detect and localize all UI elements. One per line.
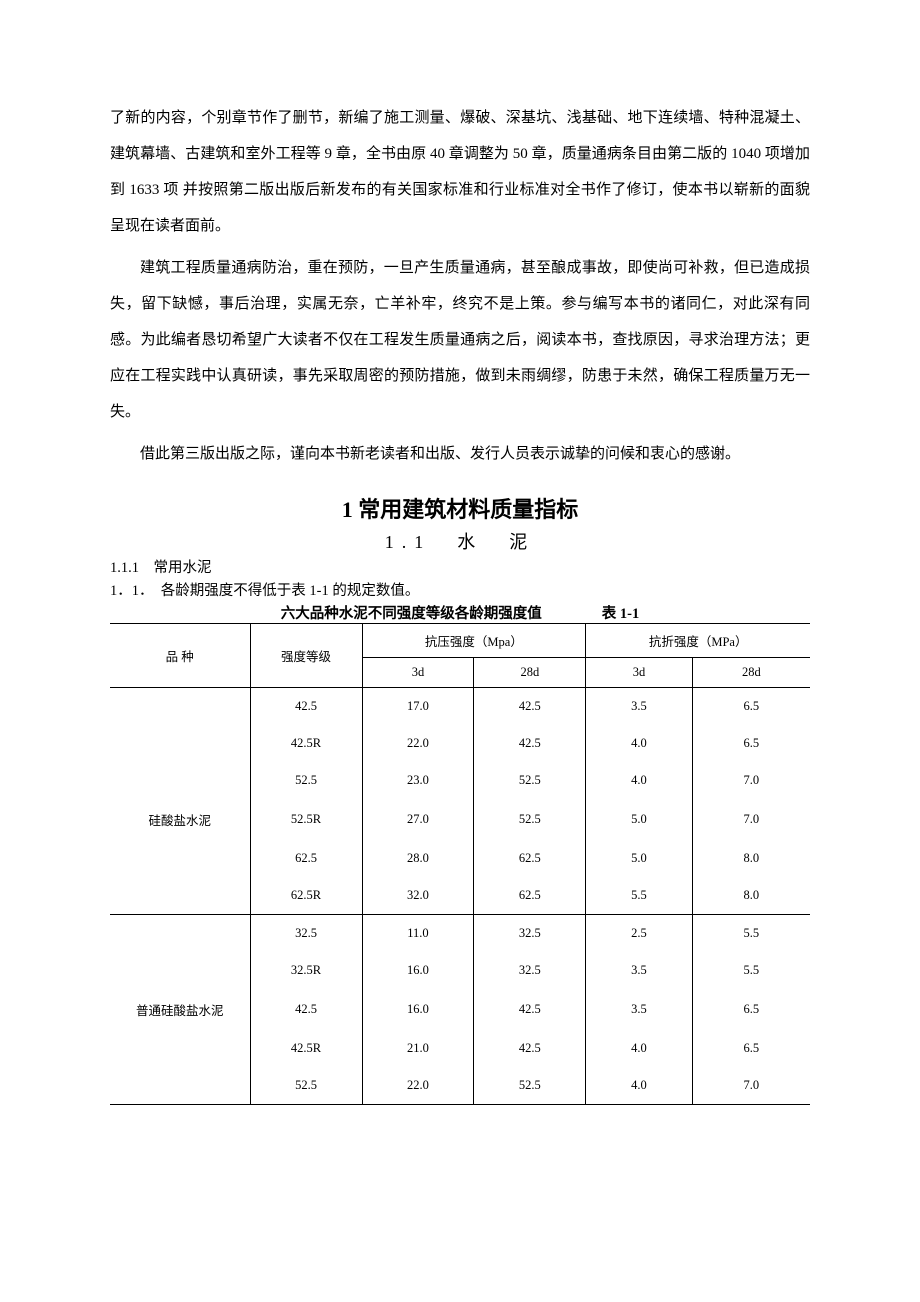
th-comp-3d: 3d [362, 658, 474, 688]
cell-variety [110, 1030, 250, 1067]
cell-value: 4.0 [586, 725, 692, 762]
th-flex-3d: 3d [586, 658, 692, 688]
cell-value: 16.0 [362, 952, 474, 989]
body-paragraph-1: 了新的内容，个别章节作了删节，新编了施工测量、爆破、深基坑、浅基础、地下连续墙、… [110, 100, 810, 244]
table-row: 普通硅酸盐水泥42.516.042.53.56.5 [110, 989, 810, 1030]
th-comp-28d: 28d [474, 658, 586, 688]
cell-variety: 硅酸盐水泥 [110, 799, 250, 840]
strength-table: 品 种 强度等级 抗压强度（Mpa） 抗折强度（MPa） 3d 28d 3d 2… [110, 623, 810, 1105]
cell-variety [110, 840, 250, 877]
cell-value: 42.5 [250, 688, 362, 726]
cell-value: 22.0 [362, 725, 474, 762]
table-label: 表 1-1 [602, 602, 639, 623]
cell-variety [110, 762, 250, 799]
cell-value: 62.5 [474, 840, 586, 877]
table-row: 硅酸盐水泥52.5R27.052.55.07.0 [110, 799, 810, 840]
cell-value: 32.5 [250, 915, 362, 953]
table-row: 42.5R21.042.54.06.5 [110, 1030, 810, 1067]
cell-value: 8.0 [692, 877, 810, 915]
table-row: 42.5R22.042.54.06.5 [110, 725, 810, 762]
cell-value: 42.5R [250, 1030, 362, 1067]
cell-variety: 普通硅酸盐水泥 [110, 989, 250, 1030]
cell-value: 62.5R [250, 877, 362, 915]
cell-value: 3.5 [586, 989, 692, 1030]
cell-variety [110, 915, 250, 953]
cell-value: 42.5 [474, 1030, 586, 1067]
body-paragraph-3: 借此第三版出版之际，谨向本书新老读者和出版、发行人员表示诚挚的问候和衷心的感谢。 [110, 436, 810, 472]
th-flex-28d: 28d [692, 658, 810, 688]
cell-value: 5.0 [586, 799, 692, 840]
cell-value: 52.5 [474, 1067, 586, 1105]
cell-value: 32.5 [474, 915, 586, 953]
cell-value: 5.5 [692, 952, 810, 989]
table-row: 52.523.052.54.07.0 [110, 762, 810, 799]
cell-value: 6.5 [692, 989, 810, 1030]
cell-value: 32.5 [474, 952, 586, 989]
table-caption: 六大品种水泥不同强度等级各龄期强度值 [281, 602, 542, 623]
cell-value: 32.5R [250, 952, 362, 989]
cell-value: 11.0 [362, 915, 474, 953]
cell-variety [110, 688, 250, 726]
cell-value: 7.0 [692, 1067, 810, 1105]
cell-value: 52.5 [250, 762, 362, 799]
th-flexural: 抗折强度（MPa） [586, 624, 810, 658]
cell-value: 22.0 [362, 1067, 474, 1105]
item-text: 1．1． 各龄期强度不得低于表 1-1 的规定数值。 [110, 579, 810, 600]
cell-value: 17.0 [362, 688, 474, 726]
cell-value: 23.0 [362, 762, 474, 799]
table-row: 32.511.032.52.55.5 [110, 915, 810, 953]
cell-value: 4.0 [586, 1067, 692, 1105]
cell-value: 42.5 [474, 989, 586, 1030]
cell-value: 4.0 [586, 1030, 692, 1067]
cell-value: 42.5 [474, 725, 586, 762]
table-body: 42.517.042.53.56.542.5R22.042.54.06.552.… [110, 688, 810, 1105]
table-row: 62.528.062.55.08.0 [110, 840, 810, 877]
section-heading: 1.1 水 泥 [110, 528, 810, 554]
cell-value: 52.5 [474, 762, 586, 799]
cell-value: 7.0 [692, 799, 810, 840]
chapter-heading: 1 常用建筑材料质量指标 [110, 492, 810, 524]
table-row: 62.5R32.062.55.58.0 [110, 877, 810, 915]
cell-value: 6.5 [692, 688, 810, 726]
cell-value: 62.5 [250, 840, 362, 877]
cell-value: 21.0 [362, 1030, 474, 1067]
cell-variety [110, 1067, 250, 1105]
cell-value: 42.5 [474, 688, 586, 726]
cell-value: 62.5 [474, 877, 586, 915]
cell-value: 3.5 [586, 688, 692, 726]
table-row: 52.522.052.54.07.0 [110, 1067, 810, 1105]
cell-value: 32.0 [362, 877, 474, 915]
cell-value: 16.0 [362, 989, 474, 1030]
th-grade: 强度等级 [250, 624, 362, 688]
cell-value: 42.5R [250, 725, 362, 762]
cell-value: 2.5 [586, 915, 692, 953]
cell-value: 6.5 [692, 1030, 810, 1067]
cell-value: 42.5 [250, 989, 362, 1030]
cell-variety [110, 877, 250, 915]
cell-value: 8.0 [692, 840, 810, 877]
cell-value: 52.5 [250, 1067, 362, 1105]
cell-value: 52.5R [250, 799, 362, 840]
table-row: 42.517.042.53.56.5 [110, 688, 810, 726]
cell-variety [110, 952, 250, 989]
cell-value: 5.5 [586, 877, 692, 915]
cell-value: 5.5 [692, 915, 810, 953]
cell-value: 27.0 [362, 799, 474, 840]
th-variety: 品 种 [110, 624, 250, 688]
cell-value: 6.5 [692, 725, 810, 762]
table-row: 32.5R16.032.53.55.5 [110, 952, 810, 989]
cell-value: 52.5 [474, 799, 586, 840]
table-caption-row: 六大品种水泥不同强度等级各龄期强度值 表 1-1 [110, 602, 810, 623]
cell-value: 7.0 [692, 762, 810, 799]
cell-value: 28.0 [362, 840, 474, 877]
cell-value: 3.5 [586, 952, 692, 989]
cell-value: 4.0 [586, 762, 692, 799]
th-compressive: 抗压强度（Mpa） [362, 624, 586, 658]
body-paragraph-2: 建筑工程质量通病防治，重在预防，一旦产生质量通病，甚至酿成事故，即使尚可补救，但… [110, 250, 810, 430]
cell-variety [110, 725, 250, 762]
cell-value: 5.0 [586, 840, 692, 877]
subsection-heading: 1.1.1 常用水泥 [110, 556, 810, 577]
